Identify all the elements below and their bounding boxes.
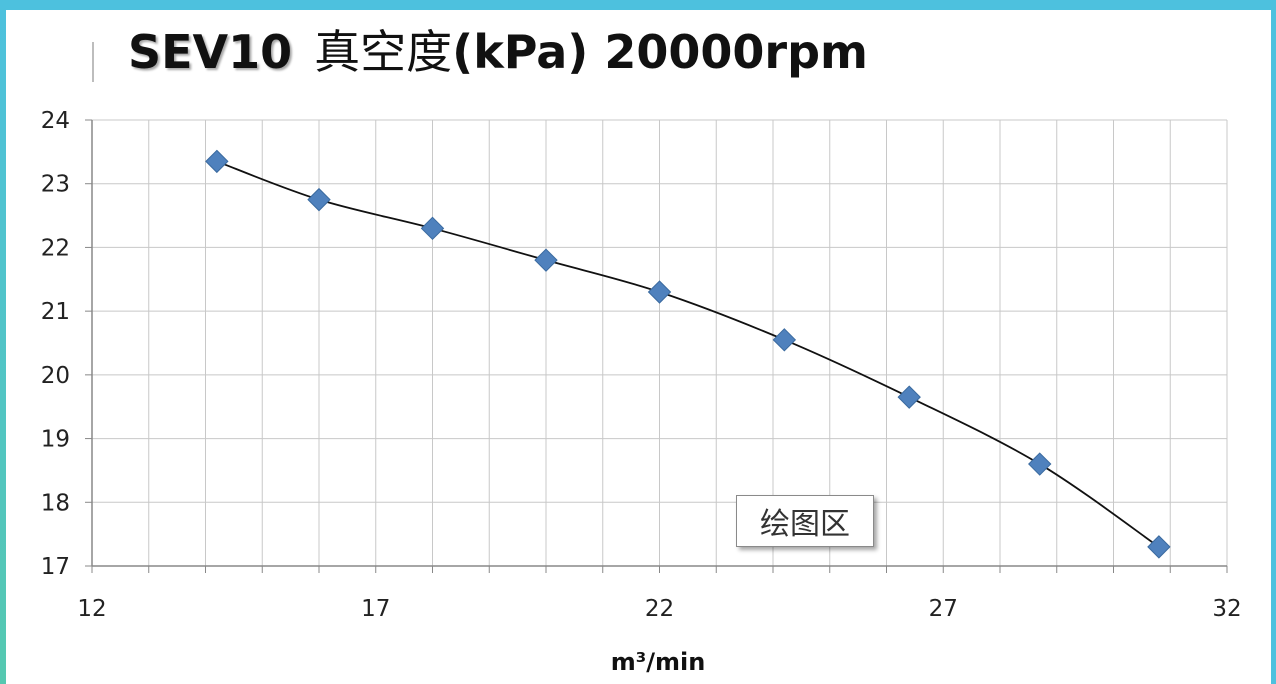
y-tick-label: 20 [41, 363, 70, 389]
data-point-marker[interactable] [534, 248, 558, 272]
data-point-marker[interactable] [307, 187, 331, 212]
x-tick-label: 12 [77, 596, 106, 622]
window-right-border [1271, 0, 1276, 684]
data-point-marker[interactable] [205, 149, 229, 174]
data-point-marker[interactable] [1147, 535, 1171, 559]
axes [85, 119, 1228, 573]
window-left-border [0, 0, 6, 684]
data-point-marker[interactable] [647, 280, 672, 304]
tick-labels: 12 17 22 27 32 17 18 19 20 21 22 23 24 [41, 108, 1242, 622]
plot-area-tooltip: 绘图区 [736, 495, 874, 547]
y-tick-label: 17 [41, 554, 70, 580]
chart-title-model: SEV10 [128, 25, 293, 79]
data-markers[interactable] [205, 149, 1171, 559]
x-tick-label: 17 [361, 596, 390, 622]
data-point-marker[interactable] [772, 328, 797, 352]
y-tick-label: 24 [41, 108, 70, 134]
title-marker [92, 42, 94, 82]
data-point-marker[interactable] [420, 216, 445, 241]
data-point-marker[interactable] [1028, 452, 1052, 476]
y-tick-label: 22 [41, 235, 70, 261]
x-axis-label: m³/min [611, 648, 706, 676]
chart-title-quantity: 真空度 [314, 25, 453, 79]
y-tick-label: 18 [41, 490, 70, 516]
grid [91, 119, 1228, 567]
y-tick-label: 23 [41, 172, 70, 198]
chart-title-unit-speed: (kPa) 20000rpm [452, 25, 868, 79]
x-tick-label: 22 [645, 596, 674, 622]
data-point-marker[interactable] [897, 385, 921, 409]
window-top-border [0, 0, 1276, 10]
y-tick-label: 19 [41, 427, 70, 453]
chart-title: SEV10 真空度(kPa) 20000rpm [128, 16, 868, 82]
y-tick-label: 21 [41, 299, 70, 325]
x-tick-label: 32 [1212, 596, 1241, 622]
trend-line [216, 160, 1160, 548]
x-tick-label: 27 [929, 596, 958, 622]
